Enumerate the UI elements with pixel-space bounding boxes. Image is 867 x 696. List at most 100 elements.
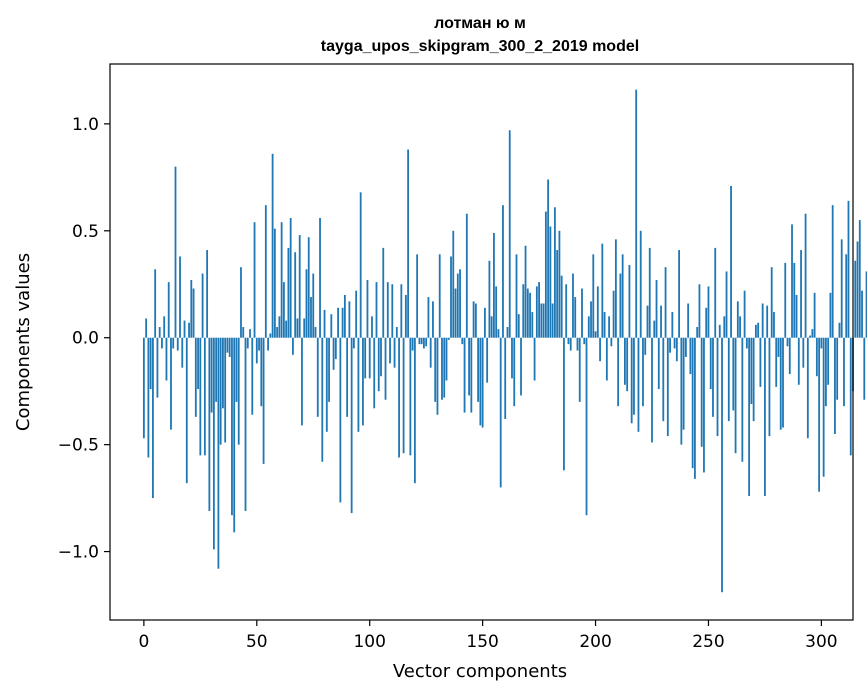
y-axis-ticks: −1.0 −0.5 0.0 0.5 1.0 (58, 115, 110, 563)
bar-316 (856, 241, 859, 338)
bar-26 (201, 273, 204, 338)
bar-261 (732, 337, 735, 411)
bar-285 (786, 337, 789, 347)
bar-10 (165, 337, 168, 381)
bar-236 (675, 337, 678, 362)
bar-296 (811, 329, 814, 338)
bar-48 (251, 337, 254, 415)
bar-53 (262, 337, 265, 464)
bar-117 (407, 149, 410, 338)
bar-69 (298, 235, 301, 338)
bar-31 (212, 337, 215, 550)
bar-14 (174, 166, 177, 338)
bar-118 (409, 337, 412, 456)
bar-83 (330, 314, 333, 338)
bar-58 (273, 228, 276, 338)
bar-77 (316, 337, 319, 417)
bar-141 (461, 337, 464, 345)
bar-246 (698, 284, 701, 338)
y-tick-label: 1.0 (72, 115, 99, 135)
bar-45 (244, 337, 247, 511)
bar-127 (429, 337, 432, 368)
bar-97 (362, 337, 364, 426)
bar-268 (748, 337, 751, 496)
bar-211 (619, 273, 622, 338)
bar-203 (601, 243, 604, 338)
bar-137 (452, 230, 455, 338)
bar-224 (648, 247, 651, 338)
bar-56 (269, 333, 272, 338)
bar-234 (671, 312, 674, 338)
bar-262 (734, 337, 737, 454)
bar-280 (775, 337, 778, 387)
bar-291 (800, 250, 802, 338)
bar-93 (352, 337, 355, 349)
bar-184 (558, 230, 561, 338)
bar-298 (815, 337, 818, 377)
bar-243 (691, 337, 694, 469)
bar-159 (502, 205, 504, 338)
bar-194 (581, 288, 583, 338)
bar-192 (576, 337, 579, 351)
bar-133 (443, 337, 446, 398)
chart-title: лотман ю м (434, 15, 526, 32)
bar-214 (626, 337, 629, 392)
bar-182 (553, 207, 556, 338)
bar-142 (463, 337, 466, 413)
bar-289 (795, 294, 798, 338)
bar-202 (599, 337, 601, 362)
bar-199 (592, 254, 595, 338)
bar-136 (450, 256, 452, 338)
bar-175 (538, 282, 540, 338)
x-tick-label: 150 (466, 632, 498, 652)
bar-65 (289, 217, 292, 338)
bar-57 (271, 153, 274, 338)
bar-288 (793, 262, 796, 338)
bar-309 (840, 239, 843, 338)
bar-267 (745, 337, 748, 349)
bar-257 (723, 316, 726, 338)
bar-50 (255, 337, 258, 364)
bar-311 (845, 254, 848, 338)
bar-286 (788, 337, 791, 375)
bar-32 (215, 337, 218, 402)
bar-132 (441, 337, 443, 400)
bar-240 (684, 337, 687, 357)
bar-274 (761, 303, 764, 338)
bar-287 (791, 224, 793, 338)
bar-145 (470, 337, 473, 413)
bar-180 (549, 226, 552, 338)
bar-113 (398, 337, 400, 458)
bar-73 (307, 237, 310, 338)
bar-147 (474, 303, 477, 338)
bar-188 (567, 337, 570, 345)
bar-169 (524, 245, 527, 338)
bar-2 (147, 337, 150, 458)
bar-282 (779, 337, 782, 430)
bar-247 (700, 337, 703, 447)
bar-15 (176, 337, 179, 351)
bar-254 (716, 337, 719, 437)
bar-170 (526, 288, 529, 338)
bar-259 (727, 337, 730, 422)
bar-55 (267, 337, 269, 351)
bar-13 (172, 337, 175, 349)
bar-256 (721, 337, 723, 593)
bar-6 (156, 337, 159, 398)
bar-245 (696, 327, 699, 338)
bar-155 (493, 232, 495, 338)
chart-subtitle: tayga_upos_skipgram_300_2_2019 model (321, 38, 639, 55)
bar-237 (678, 250, 681, 338)
bar-160 (504, 337, 507, 419)
bar-123 (420, 337, 423, 345)
bar-221 (642, 337, 644, 407)
bar-315 (854, 260, 857, 338)
bar-144 (468, 337, 470, 396)
bar-281 (777, 337, 780, 357)
bar-78 (319, 217, 321, 338)
bar-166 (517, 314, 520, 338)
bar-152 (486, 337, 489, 383)
bar-140 (459, 269, 461, 338)
bar-79 (321, 337, 324, 462)
bar-130 (436, 337, 439, 415)
